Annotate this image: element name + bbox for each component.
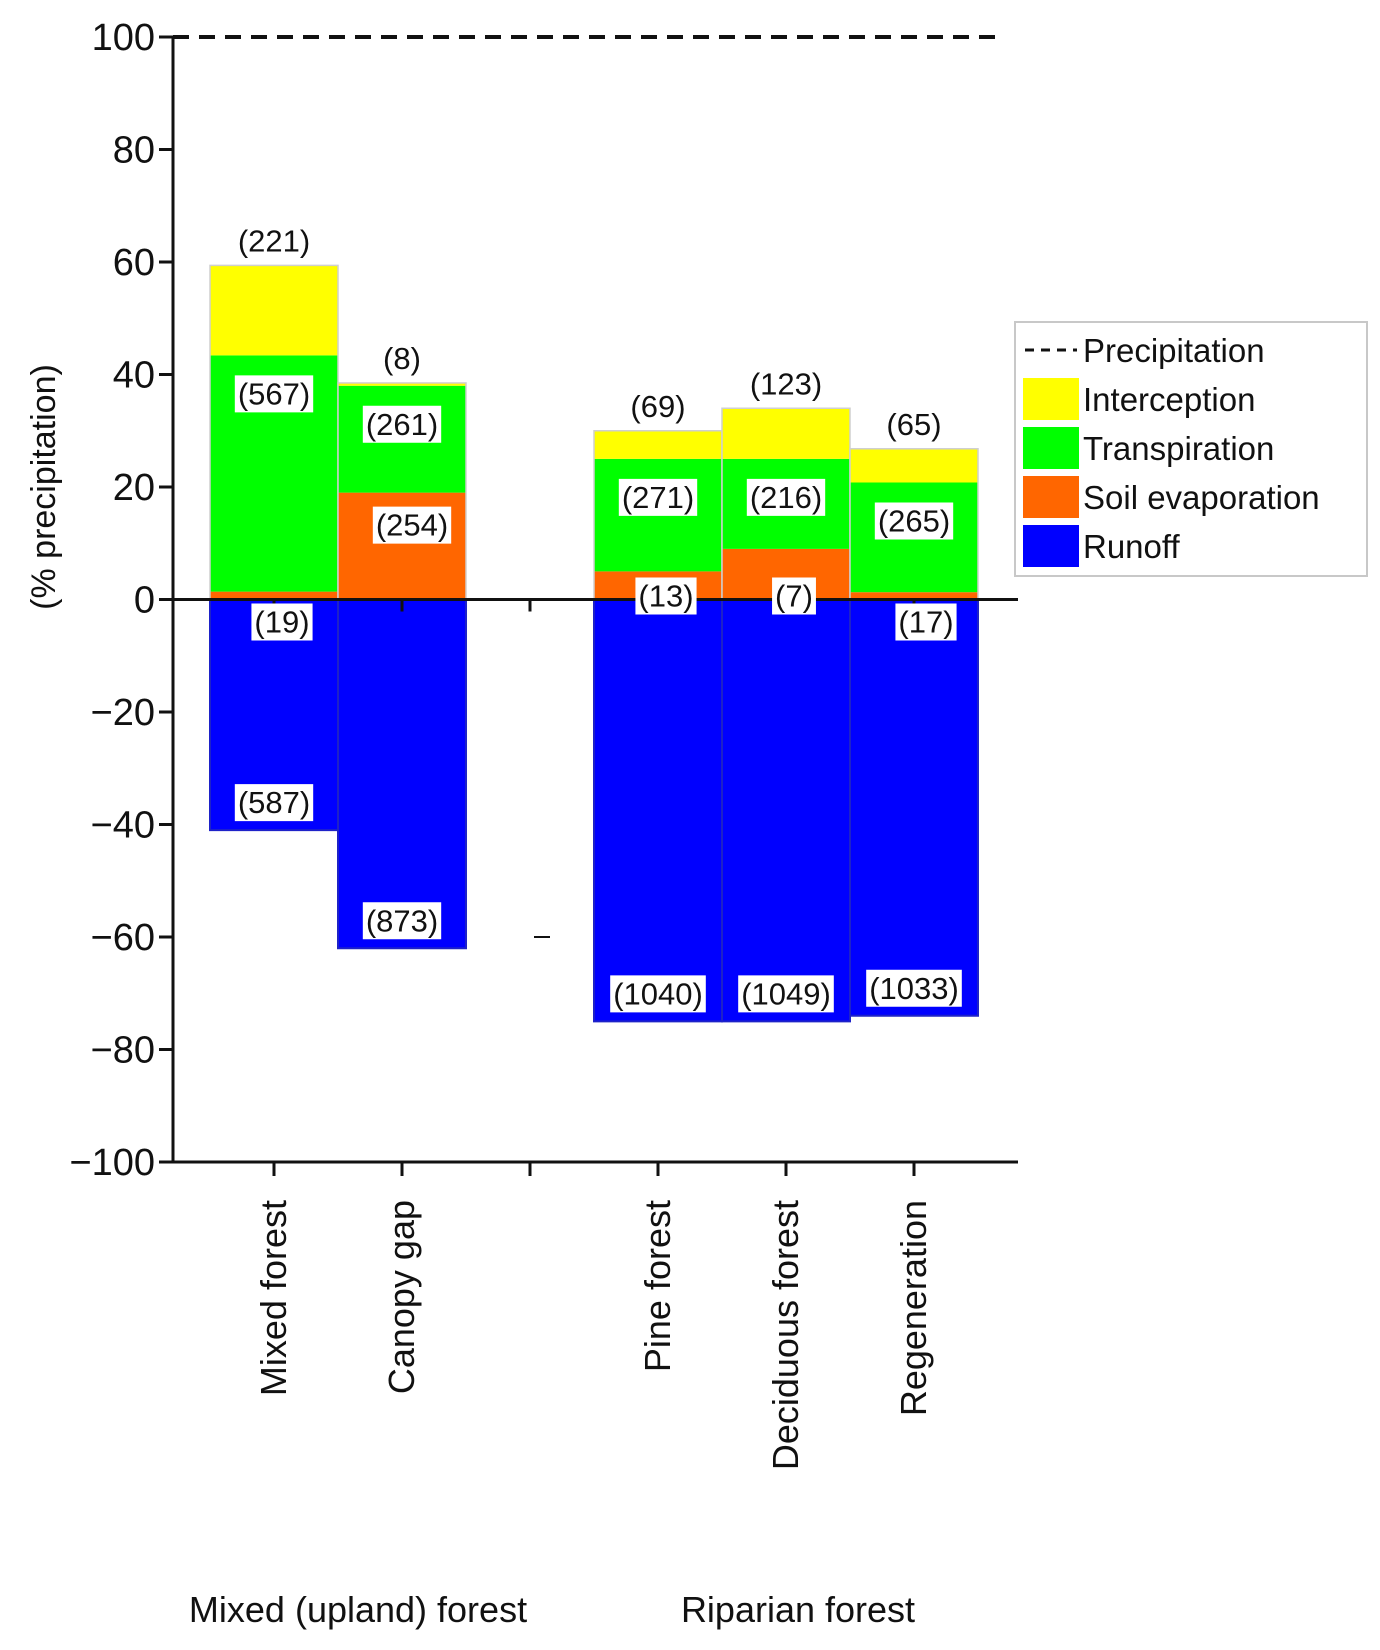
bar-interception — [210, 265, 338, 356]
category-label: Canopy gap — [381, 1200, 422, 1394]
group-label: Mixed (upland) forest — [189, 1589, 527, 1630]
group-label: Riparian forest — [681, 1589, 915, 1630]
y-tick-label: 20 — [113, 467, 155, 509]
value-label-box — [234, 784, 314, 822]
legend-label: Precipitation — [1083, 332, 1265, 369]
bar-soil-evaporation — [850, 592, 978, 600]
legend-label: Interception — [1083, 381, 1255, 418]
value-label-box — [362, 902, 442, 940]
category-label: Deciduous forest — [765, 1200, 806, 1470]
y-tick-label: −20 — [91, 692, 155, 734]
y-tick-label: −80 — [91, 1030, 155, 1072]
y-tick-label: −40 — [91, 805, 155, 847]
value-label-soil-evaporation: (19) — [254, 605, 309, 640]
legend-swatch-soil-evaporation — [1023, 476, 1079, 518]
y-tick-label: 100 — [92, 17, 155, 59]
value-label-interception: (8) — [383, 341, 421, 376]
value-label-box — [866, 969, 962, 1007]
value-label-box — [738, 975, 834, 1013]
value-label-box — [372, 506, 452, 544]
value-label-interception: (123) — [750, 366, 822, 401]
value-label-box — [746, 478, 826, 516]
category-label: Mixed forest — [253, 1200, 294, 1396]
value-label-transpiration: (265) — [878, 504, 950, 539]
value-label-transpiration: (261) — [366, 407, 438, 442]
value-label-soil-evaporation: (13) — [638, 579, 693, 614]
bar-runoff — [593, 598, 723, 1023]
y-tick-label: 80 — [113, 130, 155, 172]
value-label-runoff: (1049) — [741, 976, 831, 1011]
y-tick-label: 40 — [113, 355, 155, 397]
value-label-box — [895, 603, 957, 641]
value-label-runoff: (1040) — [613, 976, 703, 1011]
value-label-transpiration: (567) — [238, 376, 310, 411]
value-label-interception: (69) — [630, 389, 685, 424]
y-axis-title: (% precipitation) — [25, 364, 63, 610]
bar-runoff — [721, 598, 851, 1023]
bars-layer — [209, 264, 979, 1023]
value-label-box — [874, 502, 954, 540]
value-label-box — [251, 603, 313, 641]
bar-runoff — [849, 598, 979, 1017]
category-label: Regeneration — [893, 1200, 934, 1416]
category-label: Pine forest — [637, 1200, 678, 1372]
value-label-runoff: (1033) — [869, 971, 959, 1006]
labels-layer: Mixed forest Canopy gap Pine forest Deciduo… — [189, 223, 962, 1630]
value-label-transpiration: (271) — [622, 480, 694, 515]
bar-soil-evaporation — [210, 591, 338, 600]
legend-swatch-interception — [1023, 378, 1079, 420]
y-tick-label: −100 — [69, 1142, 155, 1184]
value-label-runoff: (587) — [238, 785, 310, 820]
bar-interception — [722, 408, 850, 459]
legend-swatch-transpiration — [1023, 427, 1079, 469]
value-label-soil-evaporation: (17) — [898, 605, 953, 640]
bar-interception — [594, 430, 722, 459]
axes-layer: 100 80 60 40 20 0 −20 −40 −60 −80 −100 (% precipita… — [25, 17, 1018, 1184]
value-label-box — [362, 405, 442, 443]
value-label-box — [610, 975, 706, 1013]
bar-interception — [850, 448, 978, 483]
value-label-interception: (221) — [238, 223, 310, 258]
value-label-box — [772, 577, 816, 615]
value-label-box — [635, 577, 697, 615]
value-label-box — [234, 375, 314, 413]
bar-interception — [338, 382, 466, 386]
value-label-transpiration: (216) — [750, 480, 822, 515]
value-label-interception: (65) — [886, 407, 941, 442]
y-tick-label: 0 — [134, 580, 155, 622]
bar-runoff — [337, 598, 467, 950]
value-label-soil-evaporation: (7) — [775, 579, 813, 614]
legend-swatch-runoff — [1023, 525, 1079, 567]
y-tick-label: −60 — [91, 917, 155, 959]
legend-label: Runoff — [1083, 528, 1180, 565]
value-label-soil-evaporation: (254) — [376, 508, 448, 543]
value-label-box — [618, 478, 698, 516]
legend-label: Soil evaporation — [1083, 479, 1320, 516]
legend: Precipitation Interception Transpiration So… — [1014, 321, 1368, 577]
y-tick-label: 60 — [113, 242, 155, 284]
value-label-runoff: (873) — [366, 903, 438, 938]
legend-label: Transpiration — [1083, 430, 1274, 467]
